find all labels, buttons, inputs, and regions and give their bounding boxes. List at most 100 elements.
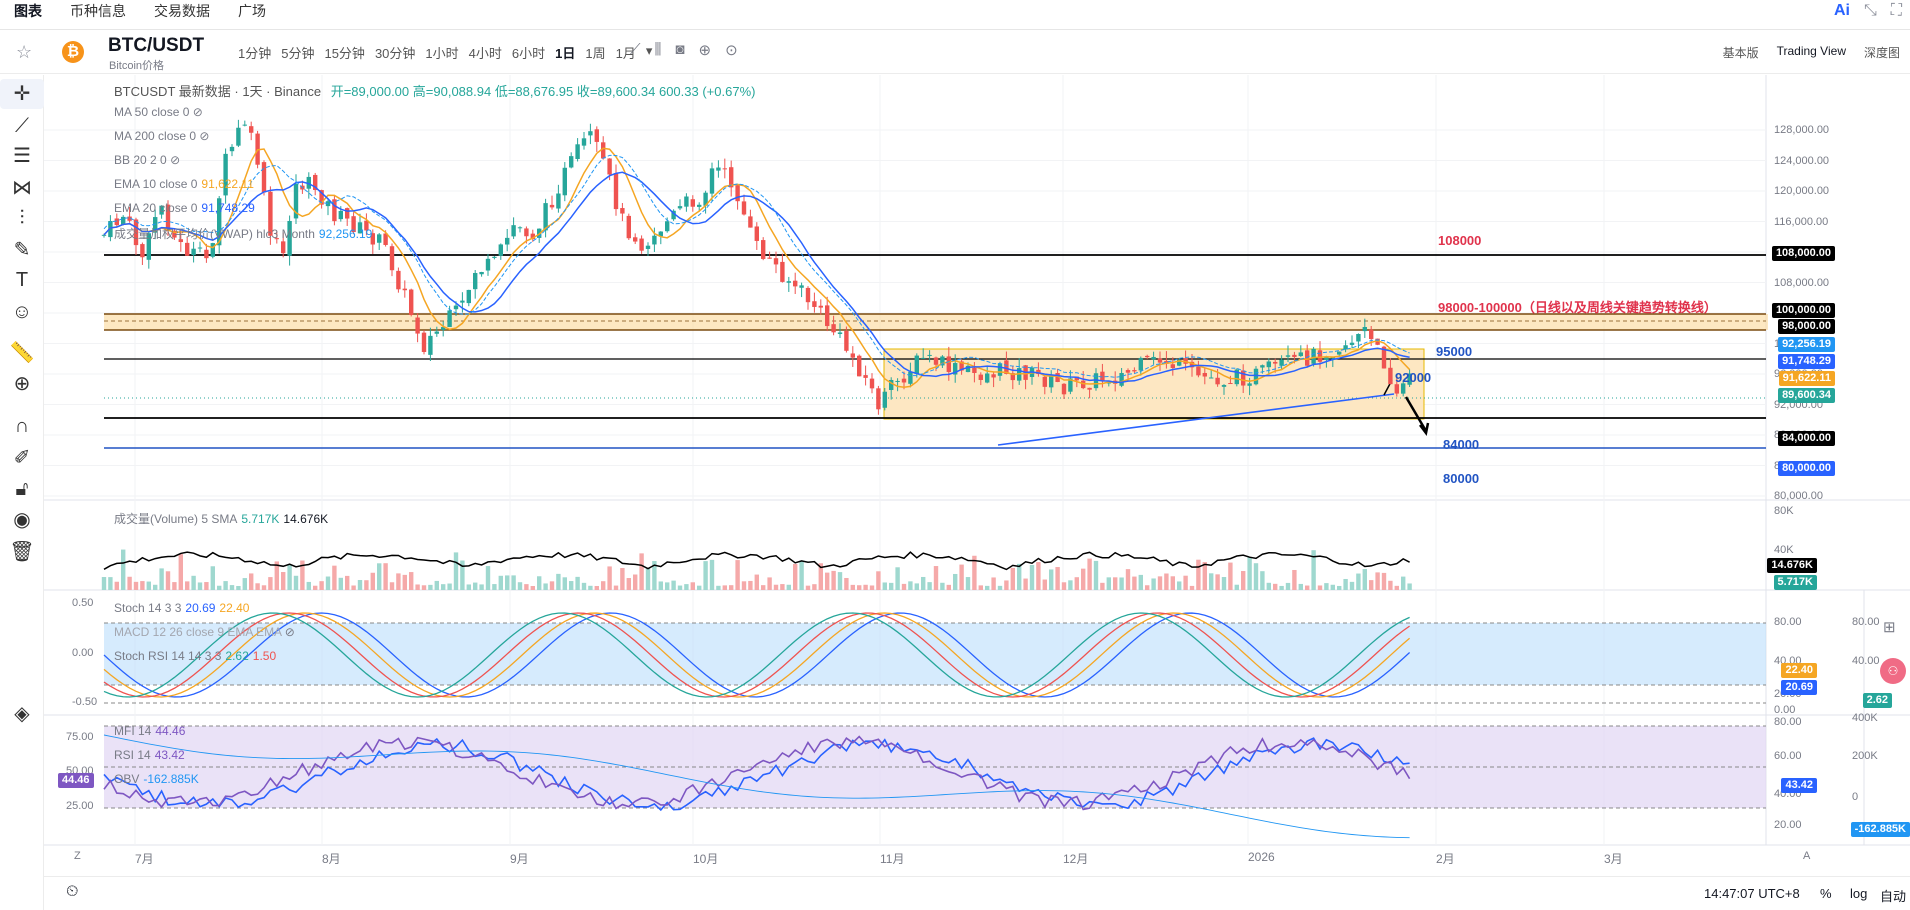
trendline-icon[interactable]: ⟋: [15, 115, 29, 137]
layers-icon[interactable]: ◈: [14, 703, 30, 725]
emoji-icon[interactable]: ☺: [11, 301, 33, 323]
fullscreen-icon[interactable]: ⛶: [1890, 2, 1902, 19]
annotation-108000[interactable]: 108000: [1438, 233, 1482, 248]
assistant-icon[interactable]: ⚇: [1880, 658, 1906, 684]
interval-15m[interactable]: 15分钟: [324, 46, 365, 61]
candle-body: [901, 378, 907, 383]
eye-off-icon[interactable]: ⊘: [170, 153, 181, 167]
collapse-icon[interactable]: ⤡: [1863, 2, 1877, 19]
candle-body: [460, 300, 465, 303]
candle-body: [863, 375, 868, 378]
interval-1h[interactable]: 1小时: [425, 46, 459, 61]
interval-dropdown-icon[interactable]: ▾: [645, 43, 653, 58]
rsi-legend[interactable]: RSI 14 43.42: [114, 748, 185, 762]
annotation-80000[interactable]: 80000: [1443, 471, 1480, 486]
annotation-98000-100000[interactable]: 98000-100000（日线以及周线关键趋势转换线）: [1438, 300, 1717, 315]
crosshair-icon[interactable]: ✛: [0, 79, 44, 109]
fib-icon[interactable]: ⫶: [19, 207, 25, 229]
brush-icon[interactable]: ✎: [13, 239, 31, 261]
time-axis-a[interactable]: A: [1803, 850, 1811, 862]
eye-off-icon[interactable]: ⊘: [284, 625, 295, 639]
volume-legend[interactable]: 成交量(Volume) 5 SMA 5.717K 14.676K: [114, 512, 329, 526]
candle-body: [914, 355, 919, 375]
annotation-84000[interactable]: 84000: [1443, 437, 1480, 452]
volume-bar: [383, 563, 388, 590]
interval-1M[interactable]: 1月: [615, 46, 636, 61]
tab-coin-info[interactable]: 币种信息: [70, 2, 126, 19]
stochrsi-legend[interactable]: Stoch RSI 14 14 3 3 2.62 1.50: [114, 649, 277, 663]
volume-bar: [901, 583, 907, 590]
vwap-legend[interactable]: 成交量加权平均价(VWAP) hlc3 Month 92,256.19: [114, 227, 373, 241]
settings-icon[interactable]: ⊙: [725, 42, 738, 59]
interval-30m[interactable]: 30分钟: [374, 46, 416, 61]
pattern-icon[interactable]: ⋈: [12, 177, 32, 199]
zoom-icon[interactable]: ⊕: [13, 373, 31, 395]
volume-bar: [1260, 571, 1265, 590]
add-icon[interactable]: ⊕: [698, 42, 712, 59]
percent-toggle[interactable]: %: [1820, 886, 1832, 901]
candle-body: [108, 221, 113, 238]
auto-toggle[interactable]: 自动: [1880, 889, 1907, 904]
eye-icon[interactable]: ◉: [13, 509, 31, 531]
interval-1w[interactable]: 1周: [585, 46, 606, 61]
view-tradingview[interactable]: Trading View: [1776, 44, 1846, 58]
volume-bar: [1049, 569, 1054, 590]
chart-canvas[interactable]: [44, 75, 1910, 875]
volume-bar: [1081, 568, 1086, 590]
interval-5m[interactable]: 5分钟: [281, 46, 315, 61]
eye-off-icon[interactable]: ⊘: [199, 129, 210, 143]
lock-icon[interactable]: 🔓︎: [15, 478, 29, 500]
interval-1d[interactable]: 1日: [555, 46, 576, 61]
candle-body: [473, 272, 478, 290]
camera-icon[interactable]: ◙: [675, 41, 685, 58]
ma200-legend[interactable]: MA 200 close 0 ⊘: [114, 129, 210, 143]
volume-bar: [914, 583, 919, 590]
stoch-legend[interactable]: Stoch 14 3 3 20.69 22.40: [114, 601, 250, 615]
volume-bar: [805, 585, 811, 590]
eye-off-icon[interactable]: ⊘: [192, 105, 203, 119]
lock-drawing-icon[interactable]: ✐: [13, 447, 31, 469]
text-icon[interactable]: T: [15, 269, 29, 291]
volume-bar: [1119, 577, 1124, 590]
mfi-legend[interactable]: MFI 14 44.46: [114, 724, 186, 738]
candle-body: [850, 353, 855, 358]
ma50-legend[interactable]: MA 50 close 0 ⊘: [114, 105, 203, 119]
ruler-icon[interactable]: 📏: [9, 342, 35, 364]
horizontal-lines-icon[interactable]: ☰: [13, 145, 31, 167]
chart-overlay-icon[interactable]: ⊞: [1883, 619, 1896, 636]
candle-body: [357, 222, 363, 234]
view-depth[interactable]: 深度图: [1863, 46, 1900, 60]
obv-legend[interactable]: OBV -162.885K: [114, 772, 199, 786]
bb-legend[interactable]: BB 20 2 0 ⊘: [114, 153, 181, 167]
indicators-icon[interactable]: ⟋: [630, 41, 641, 58]
candle-body: [428, 335, 433, 355]
interval-1m[interactable]: 1分钟: [238, 46, 272, 61]
annotation-95000[interactable]: 95000: [1436, 344, 1473, 359]
volume-bar: [997, 585, 1003, 590]
magnet-icon[interactable]: ∩: [14, 415, 30, 437]
tab-chart[interactable]: 图表: [14, 2, 42, 19]
macd-legend[interactable]: MACD 12 26 close 9 EMA EMA ⊘: [114, 625, 295, 639]
symbol-name[interactable]: BTC/USDT: [108, 35, 205, 56]
candle-body: [1234, 369, 1239, 385]
candle-body: [1279, 359, 1284, 366]
annotation-92000[interactable]: 92000: [1395, 370, 1432, 385]
candle-body: [1356, 333, 1361, 342]
time-axis-z[interactable]: Z: [74, 850, 81, 862]
interval-4h[interactable]: 4小时: [468, 46, 502, 61]
ema20-legend[interactable]: EMA 20 close 0 91,748.29: [114, 201, 255, 215]
candle-body: [306, 176, 311, 189]
tab-square[interactable]: 广场: [238, 2, 266, 19]
favorite-star-icon[interactable]: ☆: [16, 42, 33, 62]
view-basic[interactable]: 基本版: [1722, 46, 1759, 60]
chart-type-icon[interactable]: ⫼: [654, 41, 662, 58]
ema10-legend[interactable]: EMA 10 close 0 91,622.11: [114, 177, 254, 191]
trash-icon[interactable]: 🗑︎: [9, 541, 35, 563]
log-toggle[interactable]: log: [1850, 886, 1868, 901]
replay-icon[interactable]: ⏲: [66, 883, 79, 900]
tab-trade-data[interactable]: 交易数据: [154, 2, 210, 19]
ai-icon[interactable]: Ai: [1833, 2, 1850, 19]
price-label-84000: 84,000.00: [1778, 431, 1835, 446]
interval-6h[interactable]: 6小时: [511, 46, 546, 61]
candle-body: [556, 193, 561, 209]
